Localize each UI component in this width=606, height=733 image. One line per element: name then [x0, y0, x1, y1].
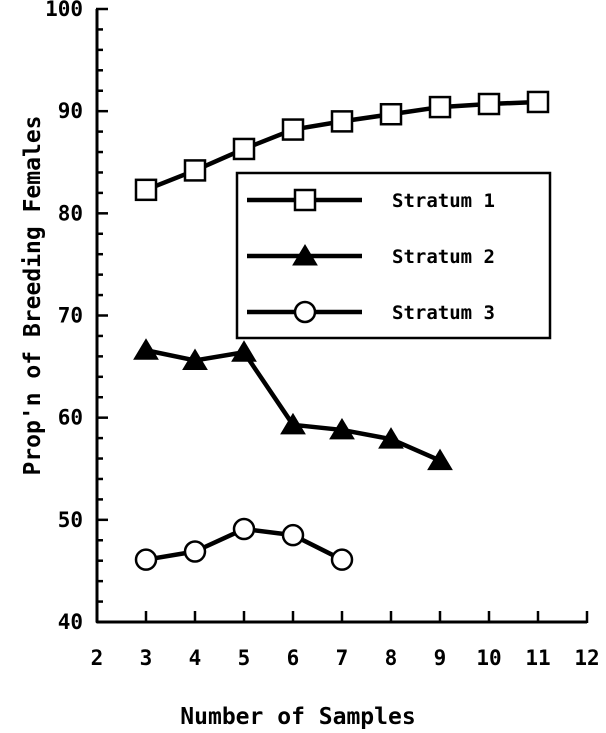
- y-tick-label: 100: [45, 0, 83, 21]
- series-2-point: [182, 348, 208, 370]
- series-1-point: [330, 110, 354, 133]
- legend-item: Stratum 1: [247, 188, 495, 212]
- series-3-point: [134, 548, 158, 571]
- series-1-point: [379, 102, 403, 126]
- legend-marker: [292, 244, 318, 266]
- series-2-point: [427, 448, 453, 471]
- series-2-point: [280, 412, 306, 435]
- series-3-point: [183, 540, 207, 563]
- series-1: [134, 90, 550, 202]
- series-1-point: [183, 159, 207, 182]
- series-1-point: [134, 178, 158, 202]
- series-1-point: [526, 90, 550, 114]
- x-tick-label: 11: [525, 646, 550, 670]
- x-tick-label: 7: [336, 646, 349, 670]
- series-1-point: [477, 92, 501, 116]
- series-3-point: [281, 523, 305, 547]
- y-tick-label: 90: [58, 99, 83, 123]
- x-tick-label: 4: [189, 646, 202, 670]
- x-tick-label: 2: [91, 646, 104, 670]
- series-2-point: [231, 340, 257, 362]
- legend: Stratum 1 Stratum 2 Stratum 3: [235, 171, 552, 340]
- legend-marker: [293, 188, 317, 212]
- legend-item: Stratum 3: [247, 300, 495, 324]
- series-2-point: [133, 338, 159, 360]
- x-tick-label: 8: [385, 646, 398, 670]
- series-1-point: [428, 95, 452, 119]
- legend-item: Stratum 2: [247, 244, 495, 268]
- series-1-point: [281, 118, 305, 141]
- series-2: [133, 338, 453, 471]
- legend-label: Stratum 3: [392, 302, 495, 324]
- x-tick-label: 9: [434, 646, 447, 670]
- legend-marker: [293, 300, 317, 324]
- series-3: [134, 517, 354, 571]
- axes: 40 50 60 70 80 90 100 2 3 4 5 6 7 8 9 10 11 12: [45, 0, 600, 670]
- x-tick-label: 5: [238, 646, 251, 670]
- legend-label: Stratum 1: [392, 190, 495, 212]
- plot-area: [133, 90, 550, 571]
- y-axis-title: Prop'n of Breeding Females: [20, 115, 46, 475]
- x-tick-label: 6: [287, 646, 300, 670]
- x-tick-label: 12: [574, 646, 599, 670]
- series-2-point: [329, 417, 355, 440]
- series-3-point: [232, 517, 256, 541]
- y-tick-label: 50: [58, 508, 83, 532]
- series-1-point: [232, 137, 256, 161]
- y-tick-label: 80: [58, 201, 83, 225]
- x-tick-label: 3: [140, 646, 153, 670]
- y-tick-label: 60: [58, 406, 83, 430]
- y-tick-label: 40: [58, 610, 83, 634]
- y-tick-label: 70: [58, 304, 83, 328]
- legend-label: Stratum 2: [392, 246, 495, 268]
- series-2-point: [378, 427, 404, 449]
- series-3-point: [330, 548, 354, 571]
- x-axis-title: Number of Samples: [180, 704, 415, 730]
- x-tick-label: 10: [476, 646, 501, 670]
